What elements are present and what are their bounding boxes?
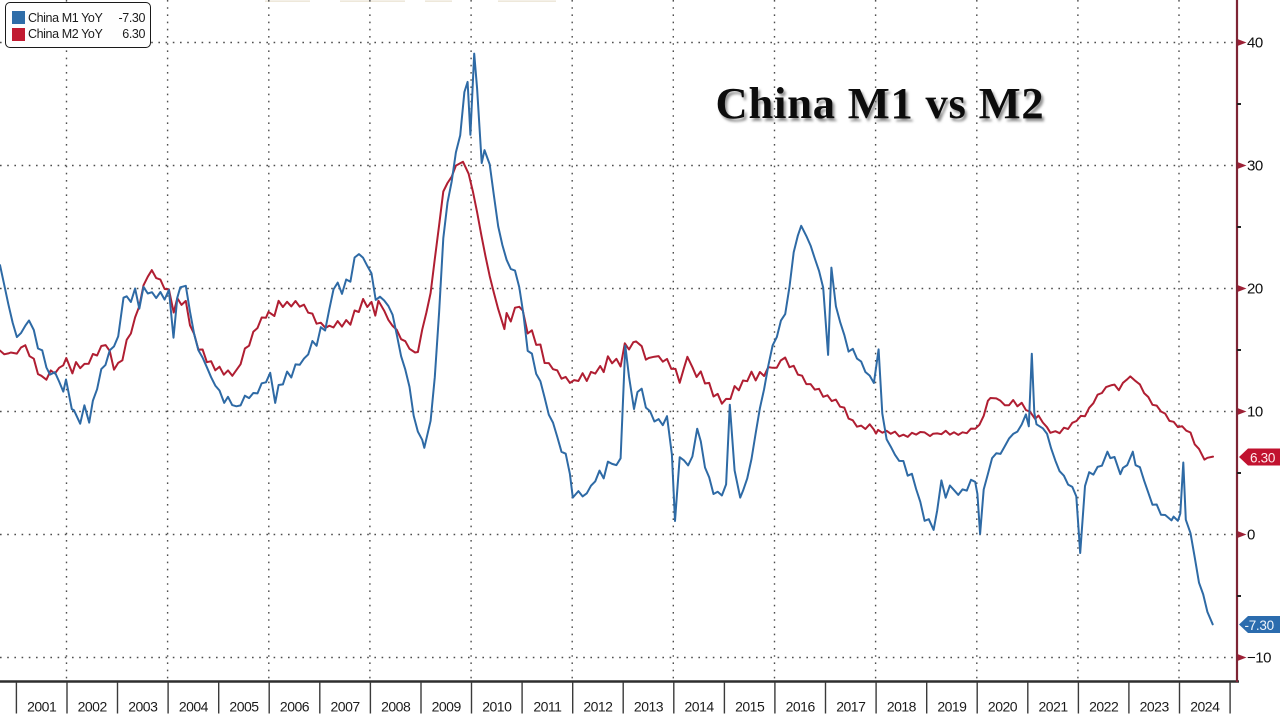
svg-text:2006: 2006 bbox=[280, 699, 310, 715]
svg-text:2004: 2004 bbox=[179, 699, 209, 715]
svg-text:2015: 2015 bbox=[735, 699, 765, 715]
svg-text:2002: 2002 bbox=[78, 699, 108, 715]
svg-text:2001: 2001 bbox=[27, 699, 57, 715]
svg-text:2003: 2003 bbox=[128, 699, 158, 715]
svg-text:2005: 2005 bbox=[229, 699, 259, 715]
svg-text:0: 0 bbox=[1247, 527, 1255, 544]
svg-text:2007: 2007 bbox=[331, 699, 361, 715]
svg-text:20: 20 bbox=[1247, 281, 1263, 298]
svg-text:2018: 2018 bbox=[887, 699, 917, 715]
svg-text:2011: 2011 bbox=[533, 699, 562, 715]
svg-text:-7.30: -7.30 bbox=[1245, 618, 1274, 633]
svg-text:2014: 2014 bbox=[685, 699, 715, 715]
svg-text:2020: 2020 bbox=[988, 699, 1018, 715]
svg-text:2010: 2010 bbox=[482, 699, 512, 715]
svg-text:2013: 2013 bbox=[634, 699, 664, 715]
svg-text:6.30: 6.30 bbox=[1250, 451, 1275, 466]
svg-text:40: 40 bbox=[1247, 35, 1263, 52]
svg-text:−10: −10 bbox=[1247, 650, 1271, 667]
svg-text:2008: 2008 bbox=[381, 699, 411, 715]
svg-text:2019: 2019 bbox=[937, 699, 967, 715]
svg-text:2024: 2024 bbox=[1190, 699, 1220, 715]
svg-text:2009: 2009 bbox=[432, 699, 462, 715]
svg-text:30: 30 bbox=[1247, 158, 1263, 175]
svg-text:2017: 2017 bbox=[836, 699, 866, 715]
svg-text:10: 10 bbox=[1247, 404, 1263, 421]
svg-text:2023: 2023 bbox=[1140, 699, 1170, 715]
svg-text:2022: 2022 bbox=[1089, 699, 1119, 715]
svg-text:2012: 2012 bbox=[583, 699, 613, 715]
svg-text:2016: 2016 bbox=[786, 699, 816, 715]
svg-text:2021: 2021 bbox=[1039, 699, 1069, 715]
